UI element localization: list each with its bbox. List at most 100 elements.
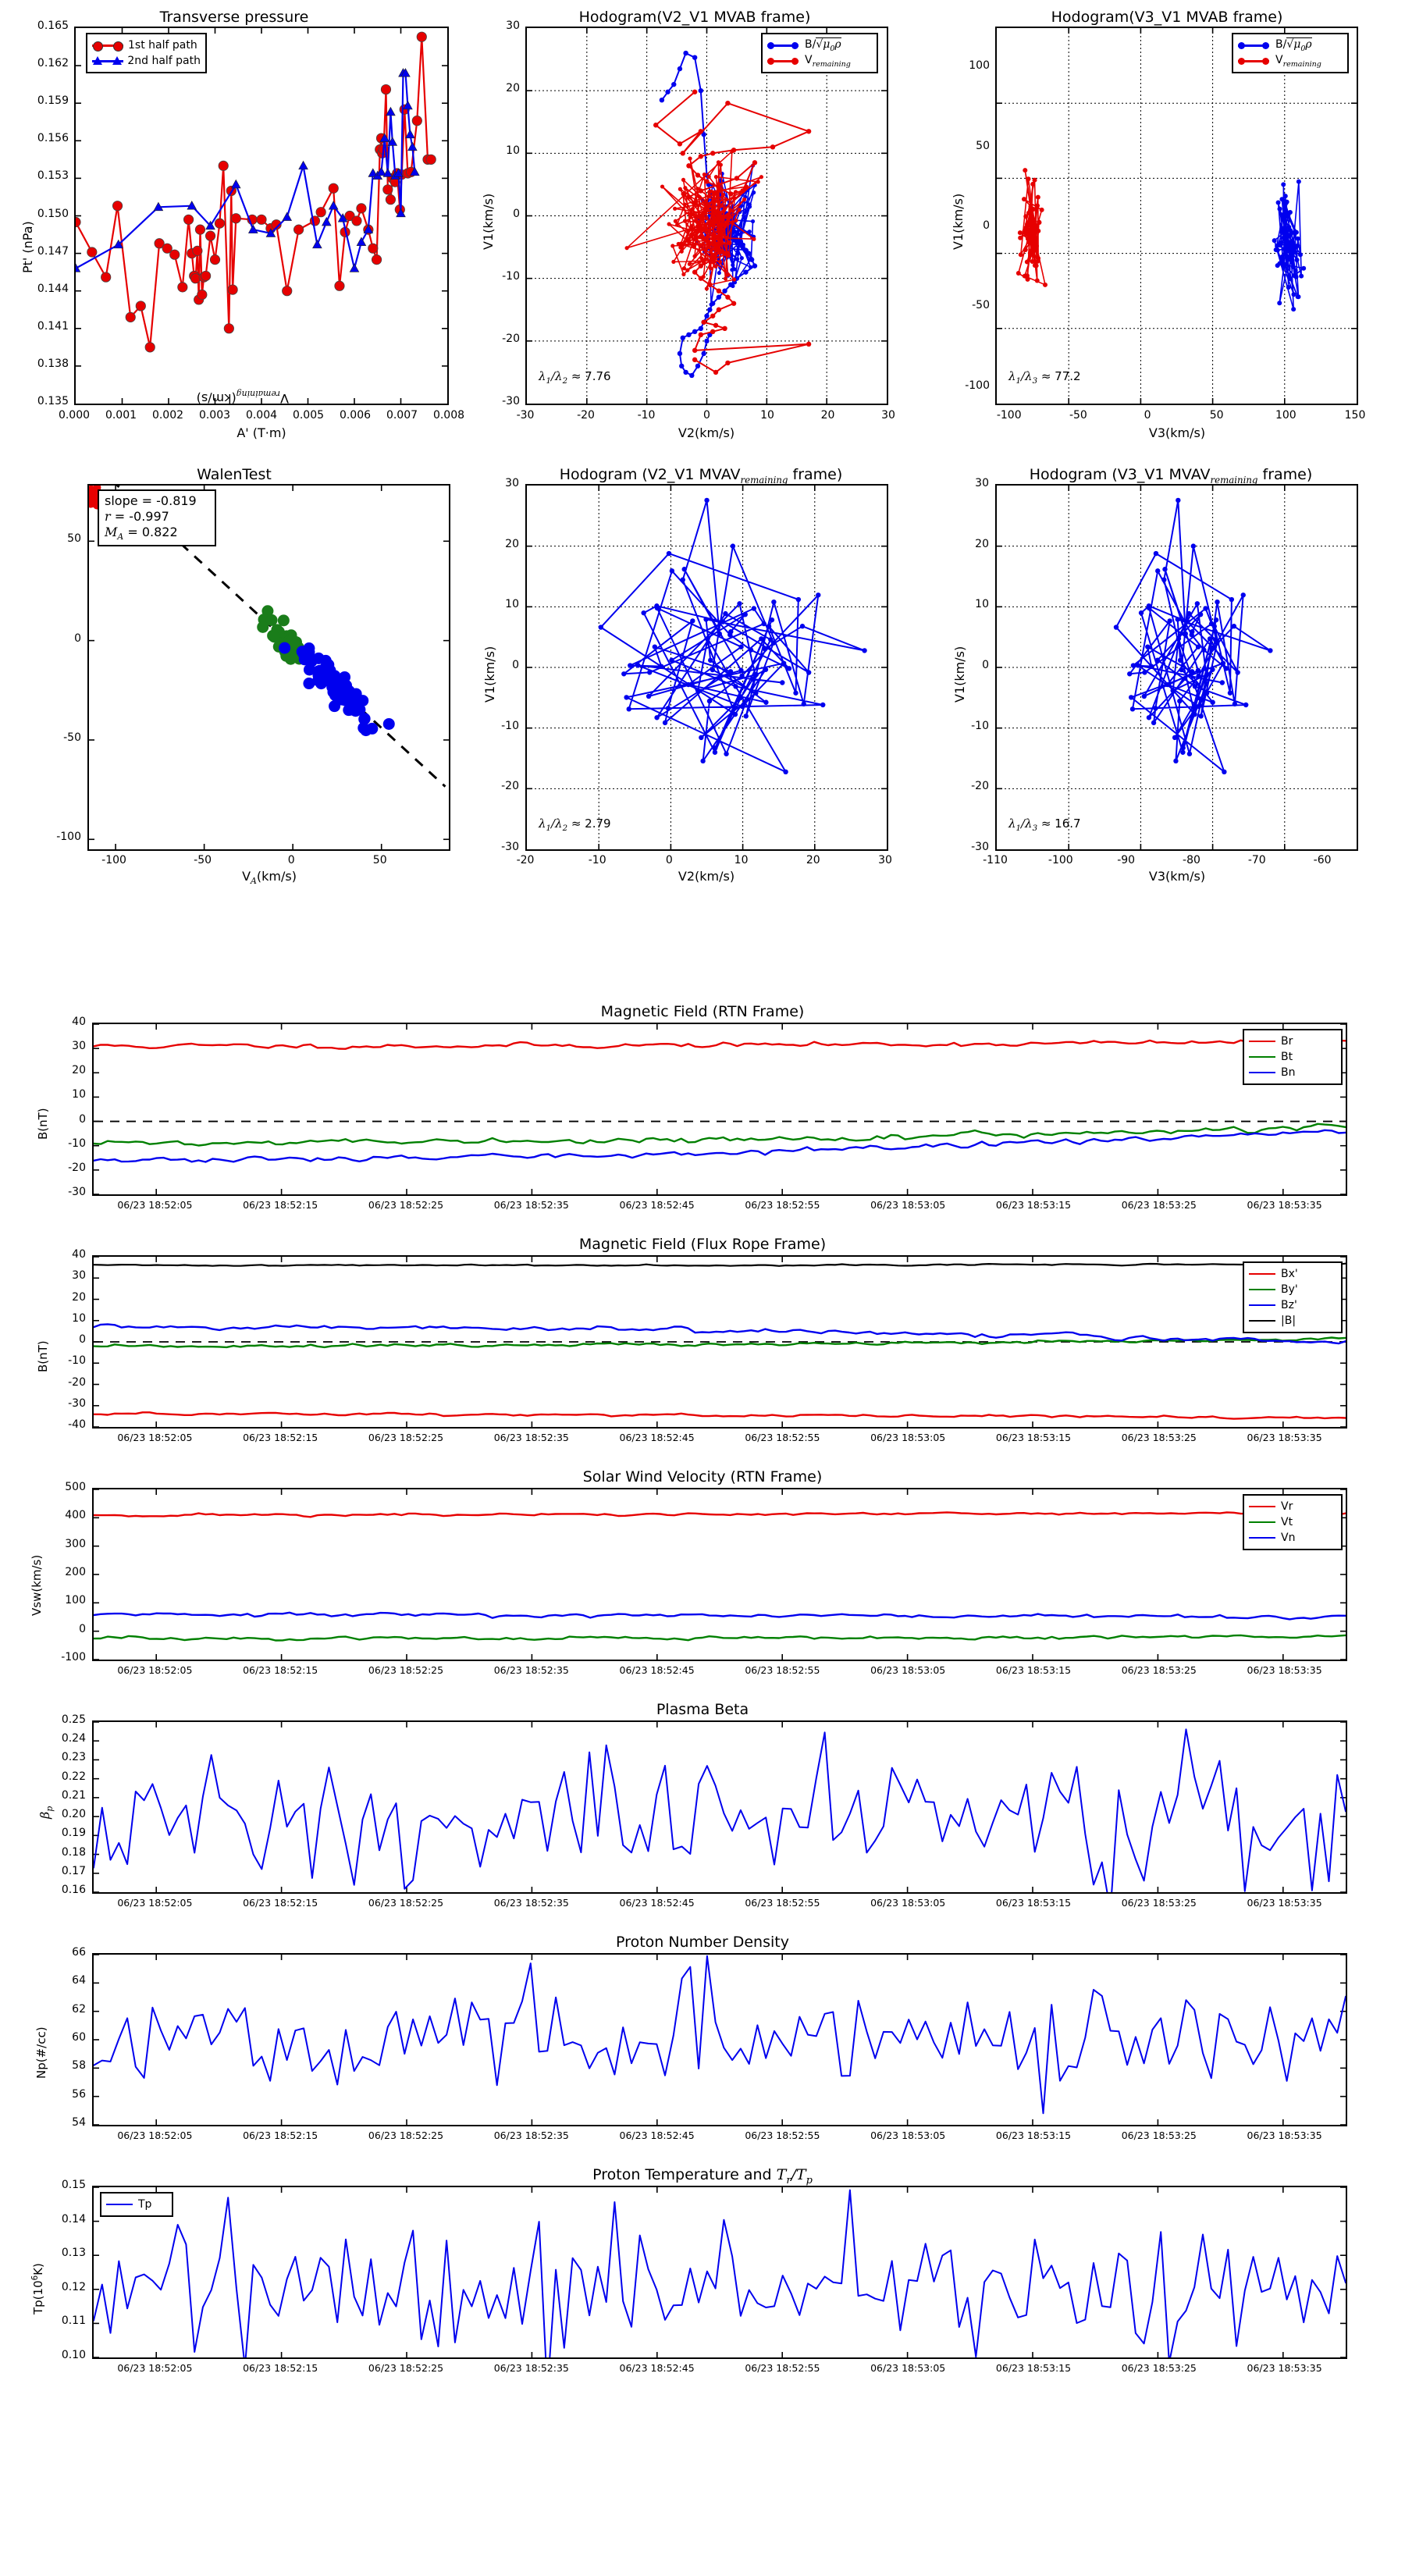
eigenvalue-ratio-annotation: λ1/λ2 ≈ 2.79 bbox=[539, 817, 611, 833]
time-tick: 06/23 18:52:25 bbox=[368, 1432, 444, 1443]
time-tick: 06/23 18:52:35 bbox=[493, 1199, 569, 1211]
x-axis-label: V2(km/s) bbox=[678, 425, 735, 440]
legend-marker-red bbox=[767, 57, 799, 65]
legend-label: 2nd half path bbox=[127, 55, 201, 67]
y-tick: 62 bbox=[72, 2002, 86, 2016]
walen-slope: slope = -0.819 bbox=[105, 493, 197, 508]
x-tick: 30 bbox=[881, 409, 895, 422]
legend-item: Br bbox=[1249, 1034, 1336, 1049]
legend-label-alfven: B/√μ0ρ bbox=[1275, 37, 1312, 53]
legend-marker-red bbox=[1238, 57, 1269, 65]
legend-marker-circle bbox=[92, 41, 123, 52]
y-tick: 20 bbox=[506, 82, 520, 95]
y-tick: 0 bbox=[513, 207, 520, 220]
x-axis-label: V2(km/s) bbox=[678, 869, 735, 884]
legend-label: Bt bbox=[1281, 1051, 1293, 1063]
y-tick: 0.165 bbox=[37, 20, 69, 32]
legend-vsw: Vr Vt Vn bbox=[1243, 1494, 1343, 1550]
plot-area-hodogram-v3v1-mvav bbox=[995, 484, 1358, 851]
hodogram-v2v1-mvab-plot bbox=[527, 28, 887, 404]
y-tick: 50 bbox=[67, 532, 81, 546]
y-tick: 0.138 bbox=[37, 357, 69, 370]
x-tick: -70 bbox=[1247, 854, 1266, 866]
legend-item: Bt bbox=[1249, 1049, 1336, 1065]
legend-label: By' bbox=[1281, 1283, 1298, 1296]
time-tick: 06/23 18:53:35 bbox=[1247, 1199, 1322, 1211]
y-axis-label: V1(km/s) bbox=[952, 646, 967, 703]
time-tick: 06/23 18:53:15 bbox=[995, 1897, 1072, 1909]
y-tick: 0.23 bbox=[61, 1751, 86, 1764]
x-tick: 50 bbox=[372, 854, 387, 866]
hodogram-v2v1-mvav-plot bbox=[527, 486, 887, 849]
legend-transverse-pressure: 1st half path 2nd half path bbox=[86, 33, 207, 73]
y-tick: 10 bbox=[72, 1311, 86, 1325]
x-tick: 0 bbox=[665, 854, 673, 866]
time-tick: 06/23 18:52:05 bbox=[117, 1664, 193, 1676]
y-tick: 0.17 bbox=[61, 1864, 86, 1877]
y-axis-label: V1(km/s) bbox=[481, 193, 496, 250]
time-tick: 06/23 18:53:25 bbox=[1121, 2129, 1197, 2141]
y-tick: 0.18 bbox=[61, 1845, 86, 1859]
x-tick: 10 bbox=[760, 409, 774, 422]
y-tick: 0.16 bbox=[61, 1884, 86, 1896]
x-tick: -20 bbox=[577, 409, 595, 422]
legend-item: Vremaining bbox=[767, 53, 872, 69]
y-tick: 0.159 bbox=[37, 94, 69, 108]
time-tick: 06/23 18:52:35 bbox=[493, 2362, 569, 2374]
x-tick: 50 bbox=[1209, 409, 1224, 422]
hodogram-v3v1-mvab-plot bbox=[997, 28, 1357, 404]
x-tick: 0.008 bbox=[432, 409, 465, 422]
y-tick: 0.25 bbox=[61, 1713, 86, 1726]
time-tick: 06/23 18:53:25 bbox=[1121, 1199, 1197, 1211]
y-tick: 300 bbox=[65, 1537, 86, 1550]
time-tick: 06/23 18:52:45 bbox=[619, 2129, 695, 2141]
time-tick: 06/23 18:53:15 bbox=[995, 2362, 1072, 2374]
y-tick: 400 bbox=[65, 1509, 86, 1522]
y-tick: 0.135 bbox=[37, 395, 69, 407]
time-tick: 06/23 18:53:15 bbox=[995, 1432, 1072, 1443]
y-tick: 64 bbox=[72, 1974, 86, 1987]
y-tick: 0.10 bbox=[61, 2349, 86, 2361]
time-tick: 06/23 18:52:55 bbox=[745, 1199, 820, 1211]
time-tick: 06/23 18:53:35 bbox=[1247, 2129, 1322, 2141]
y-tick: 200 bbox=[65, 1566, 86, 1578]
legend-item: Vn bbox=[1249, 1530, 1336, 1546]
panel-title: Solar Wind Velocity (RTN Frame) bbox=[582, 1468, 823, 1485]
y-tick: 0.19 bbox=[61, 1827, 86, 1840]
legend-line-bz bbox=[1249, 1304, 1275, 1306]
y-tick: 0.141 bbox=[37, 319, 69, 333]
y-tick: 30 bbox=[506, 20, 520, 32]
y-tick: 0.12 bbox=[61, 2280, 86, 2293]
legend-item: By' bbox=[1249, 1282, 1336, 1297]
x-axis-label: V3(km/s) bbox=[1148, 869, 1206, 884]
time-tick: 06/23 18:52:45 bbox=[619, 1664, 695, 1676]
x-tick: 0.006 bbox=[339, 409, 372, 422]
panel-title: WalenTest bbox=[197, 466, 272, 483]
y-tick: 0.13 bbox=[61, 2247, 86, 2260]
legend-item: |B| bbox=[1249, 1313, 1336, 1329]
time-tick: 06/23 18:52:35 bbox=[493, 2129, 569, 2141]
y-tick: 0 bbox=[512, 659, 519, 671]
y-tick: -20 bbox=[501, 780, 519, 793]
legend-item: Bx' bbox=[1249, 1266, 1336, 1282]
x-tick: 0 bbox=[703, 409, 710, 422]
time-tick: 06/23 18:52:25 bbox=[368, 1664, 444, 1676]
legend-line-bmag bbox=[1249, 1320, 1275, 1322]
legend-item: B/√μ0ρ bbox=[767, 37, 872, 53]
legend-label: Tp bbox=[138, 2198, 152, 2211]
eigenvalue-ratio-annotation: λ1/λ2 ≈ 7.76 bbox=[539, 369, 611, 386]
y-axis-label: V1(km/s) bbox=[482, 646, 497, 703]
time-tick: 06/23 18:52:25 bbox=[368, 1199, 444, 1211]
legend-line-tp bbox=[106, 2204, 133, 2205]
time-tick: 06/23 18:53:25 bbox=[1121, 1897, 1197, 1909]
legend-line-vt bbox=[1249, 1521, 1275, 1523]
y-tick: -100 bbox=[965, 379, 990, 392]
time-tick: 06/23 18:53:05 bbox=[870, 2362, 946, 2374]
y-tick: -10 bbox=[501, 719, 519, 732]
y-tick: 0 bbox=[79, 1333, 86, 1346]
legend-item: Bn bbox=[1249, 1065, 1336, 1080]
x-tick: 20 bbox=[806, 854, 820, 866]
y-tick: -20 bbox=[68, 1375, 86, 1389]
x-axis-label: VA(km/s) bbox=[242, 869, 297, 887]
legend-item: Vremaining bbox=[1238, 53, 1343, 69]
